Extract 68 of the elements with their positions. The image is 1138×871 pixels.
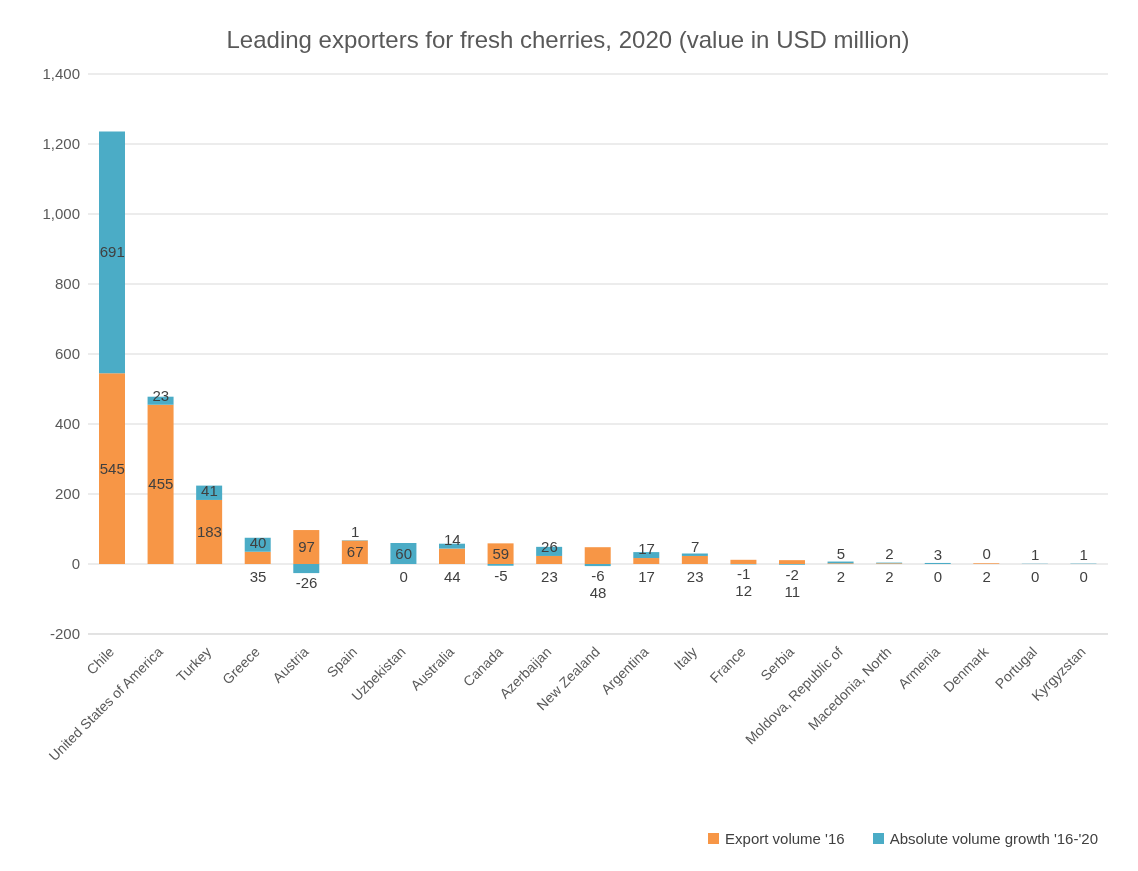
bar [730, 559, 757, 564]
data-label: 7 [690, 537, 700, 555]
y-tick-label: 1,000 [42, 205, 80, 223]
data-label: 23 [686, 568, 704, 585]
bar [99, 131, 125, 374]
data-label: 0 [399, 568, 408, 585]
data-label: 2 [885, 568, 894, 585]
data-label: -1 [737, 565, 751, 583]
data-label: 1 [1079, 546, 1088, 563]
data-label: 0 [933, 568, 943, 585]
data-label: 48 [589, 584, 607, 602]
bar [633, 558, 660, 564]
data-label: -2 [785, 565, 799, 583]
data-label: 0 [982, 545, 991, 563]
y-tick-label: 800 [54, 275, 80, 293]
bar [439, 543, 465, 549]
y-tick-label: 0 [71, 555, 80, 573]
bar [584, 547, 611, 564]
data-label: -5 [494, 566, 508, 584]
legend-label: Absolute volume growth '16-'20 [888, 830, 1098, 847]
y-tick-label: -200 [49, 625, 80, 643]
bar [293, 564, 320, 574]
data-label: 183 [196, 522, 222, 540]
data-label: 59 [492, 544, 510, 562]
data-label: 2 [982, 568, 991, 585]
data-label: 41 [201, 481, 218, 499]
y-tick-label: 200 [54, 485, 80, 503]
data-label: 1 [350, 522, 360, 540]
data-label: 0 [1030, 568, 1040, 585]
data-label: 35 [249, 568, 267, 585]
bar [681, 555, 708, 564]
data-label: 2 [885, 545, 894, 563]
data-label: 0 [1079, 568, 1088, 585]
data-label: -26 [295, 574, 318, 592]
data-label: 17 [638, 568, 655, 585]
data-label: 14 [443, 530, 461, 548]
data-label: 545 [99, 459, 125, 477]
legend-label: Export volume '16 [724, 830, 845, 847]
data-label: 455 [148, 475, 174, 493]
bar [196, 499, 223, 564]
data-label: 691 [99, 243, 125, 261]
data-label: 60 [395, 544, 413, 562]
y-tick-label: 400 [54, 415, 80, 433]
y-tick-label: 1,400 [42, 65, 80, 83]
data-label: 1 [1030, 546, 1040, 563]
y-tick-label: 600 [54, 345, 80, 363]
bar [584, 564, 611, 567]
bar [244, 551, 271, 564]
bar [439, 548, 465, 564]
data-label: 67 [346, 543, 364, 561]
data-label: 11 [784, 582, 801, 600]
data-label: 40 [249, 533, 267, 551]
x-tick-label: Italy [670, 643, 701, 674]
data-label: 3 [933, 546, 943, 563]
y-tick-label: 1,200 [42, 135, 80, 153]
data-label: 23 [541, 568, 558, 585]
data-label: -6 [591, 567, 605, 585]
data-label: 44 [443, 568, 461, 585]
bar [99, 373, 125, 564]
data-label: 2 [836, 568, 846, 585]
bar [779, 560, 805, 564]
bar [536, 555, 563, 564]
data-label: 5 [836, 545, 846, 563]
data-label: 97 [298, 538, 315, 556]
bar [147, 404, 174, 564]
chart-title: Leading exporters for fresh cherries, 2020 (value in USD million) [225, 25, 911, 55]
data-label: 12 [735, 582, 753, 600]
bar [293, 530, 320, 564]
